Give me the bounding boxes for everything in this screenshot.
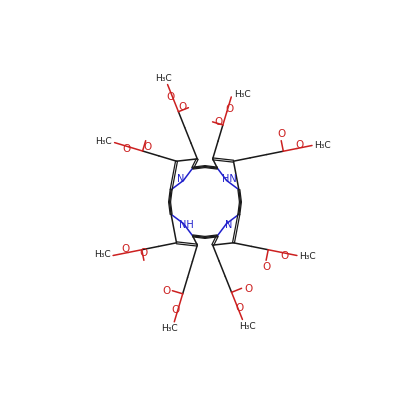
- Text: O: O: [226, 104, 234, 114]
- Text: O: O: [122, 244, 130, 254]
- Text: NH: NH: [179, 220, 194, 230]
- Text: O: O: [140, 248, 148, 258]
- Text: O: O: [123, 144, 131, 154]
- Text: O: O: [143, 142, 151, 152]
- Text: O: O: [162, 286, 170, 296]
- Text: O: O: [236, 303, 244, 313]
- Text: O: O: [295, 140, 303, 150]
- Text: H₃C: H₃C: [96, 137, 112, 146]
- Text: H₃C: H₃C: [155, 74, 172, 83]
- Text: H₃C: H₃C: [314, 141, 331, 150]
- Text: O: O: [167, 92, 175, 102]
- Text: O: O: [214, 117, 223, 127]
- Text: H₃C: H₃C: [161, 324, 178, 333]
- Text: O: O: [244, 284, 253, 294]
- Text: H₃C: H₃C: [94, 250, 111, 259]
- Text: O: O: [178, 102, 186, 112]
- Text: O: O: [280, 250, 288, 260]
- Text: N: N: [178, 174, 185, 184]
- Text: N: N: [225, 220, 232, 230]
- Text: H₃C: H₃C: [239, 322, 255, 331]
- Text: O: O: [278, 129, 286, 139]
- Text: O: O: [263, 262, 271, 272]
- Text: H₃C: H₃C: [299, 252, 316, 261]
- Text: H₃C: H₃C: [234, 90, 250, 99]
- Text: HN: HN: [222, 174, 237, 184]
- Text: O: O: [172, 305, 180, 315]
